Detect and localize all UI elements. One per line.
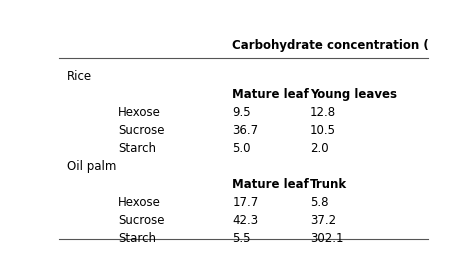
Text: Sucrose: Sucrose: [118, 214, 165, 227]
Text: Trunk: Trunk: [310, 178, 347, 191]
Text: 37.2: 37.2: [310, 214, 336, 227]
Text: Sucrose: Sucrose: [118, 124, 165, 137]
Text: 9.5: 9.5: [232, 106, 251, 119]
Text: Starch: Starch: [118, 142, 156, 155]
Text: 5.5: 5.5: [232, 232, 251, 245]
Text: 5.0: 5.0: [232, 142, 251, 155]
Text: Hexose: Hexose: [118, 106, 161, 119]
Text: 2.0: 2.0: [310, 142, 328, 155]
Text: Rice: Rice: [66, 70, 92, 83]
Text: 5.8: 5.8: [310, 196, 328, 209]
Text: Young leaves: Young leaves: [310, 88, 397, 101]
Text: Oil palm: Oil palm: [66, 160, 116, 173]
Text: 36.7: 36.7: [232, 124, 258, 137]
Text: 17.7: 17.7: [232, 196, 259, 209]
Text: Mature leaf: Mature leaf: [232, 88, 309, 101]
Text: 10.5: 10.5: [310, 124, 336, 137]
Text: Carbohydrate concentration (mg g: Carbohydrate concentration (mg g: [232, 39, 462, 52]
Text: 302.1: 302.1: [310, 232, 343, 245]
Text: Hexose: Hexose: [118, 196, 161, 209]
Text: Mature leaf: Mature leaf: [232, 178, 309, 191]
Text: Starch: Starch: [118, 232, 156, 245]
Text: 12.8: 12.8: [310, 106, 336, 119]
Text: 42.3: 42.3: [232, 214, 258, 227]
